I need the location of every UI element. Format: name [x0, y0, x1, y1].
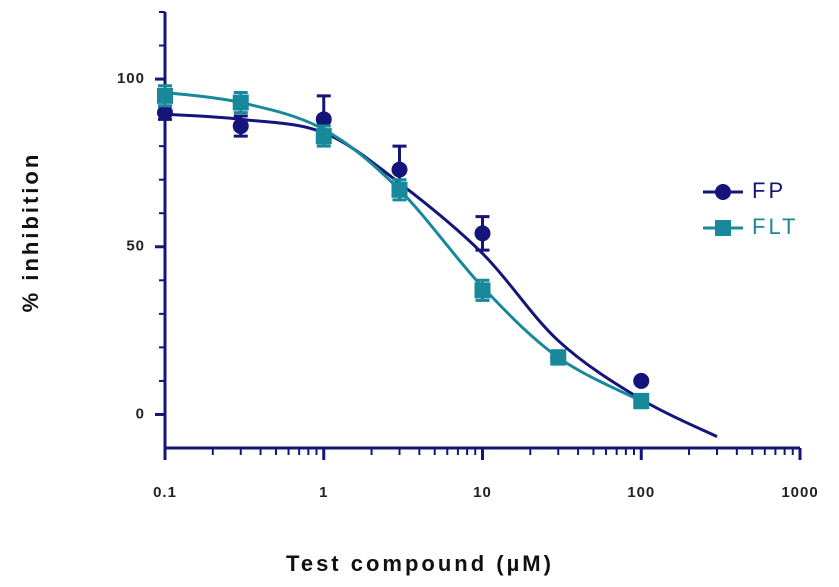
legend-marker: [715, 184, 731, 200]
y-tick-label: 0: [136, 405, 145, 422]
marker: [633, 393, 650, 410]
x-tick-label: 1: [319, 484, 328, 501]
marker: [232, 94, 249, 111]
legend-label: FP: [752, 178, 786, 203]
x-axis-title: Test compound (µM): [286, 551, 554, 576]
marker: [315, 111, 332, 128]
marker: [474, 225, 491, 242]
y-tick-label: 100: [117, 70, 145, 87]
fit-curve: [164, 91, 642, 403]
x-tick-label: 1000: [781, 484, 818, 501]
marker: [550, 349, 567, 366]
y-axis-title: % inhibition: [18, 152, 43, 313]
legend-label: FLT: [752, 214, 798, 239]
marker: [157, 104, 173, 121]
marker: [474, 282, 491, 299]
marker: [391, 181, 408, 198]
fit-curve: [164, 112, 718, 438]
x-tick-label: 10: [473, 484, 492, 501]
marker: [157, 87, 173, 104]
marker: [232, 118, 249, 135]
marker: [391, 161, 408, 178]
y-tick-label: 50: [126, 238, 145, 255]
legend-marker: [715, 220, 731, 236]
x-tick-label: 100: [627, 484, 655, 501]
x-tick-label: 0.1: [153, 484, 177, 501]
marker: [633, 372, 650, 389]
marker: [315, 128, 332, 145]
